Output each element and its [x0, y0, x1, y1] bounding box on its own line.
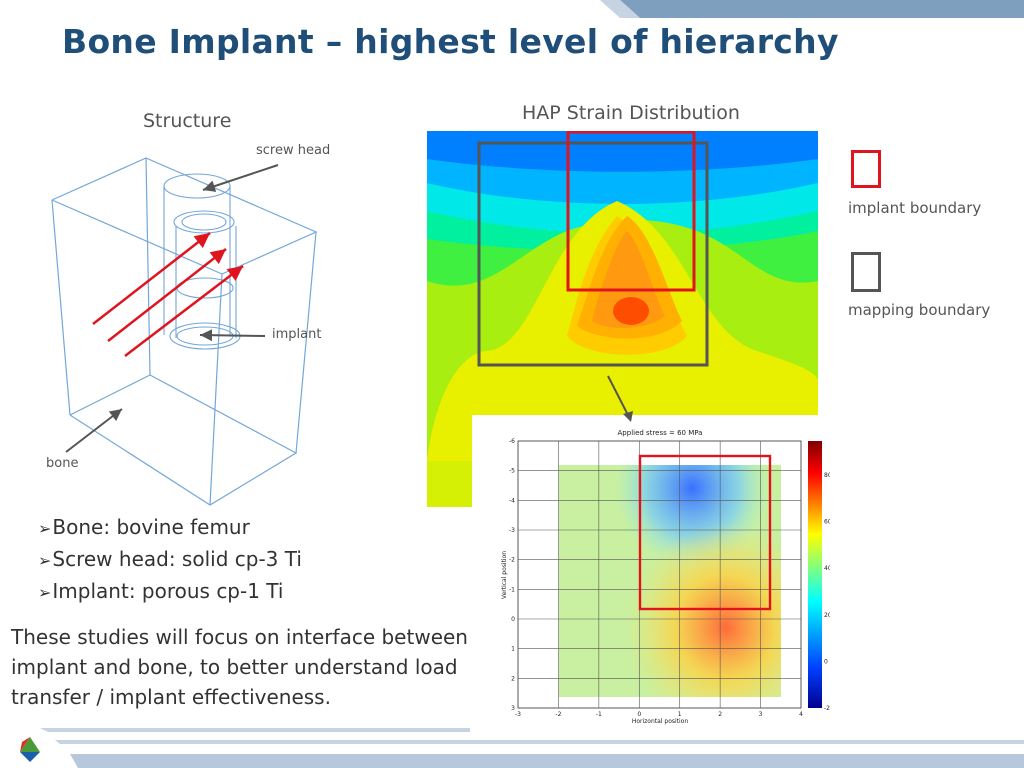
colorbar-tick-label: 6000 — [824, 519, 830, 526]
bone-block — [51, 157, 318, 506]
hap-heading: HAP Strain Distribution — [522, 102, 740, 124]
colorbar-tick-label: 4000 — [824, 565, 830, 572]
implant-boundary-legend-label: implant boundary — [848, 199, 982, 217]
red-load-arrows — [92, 232, 244, 357]
bullet-item: ➢Implant: porous cp-1 Ti — [38, 576, 302, 608]
implant-boundary-legend-swatch — [851, 150, 881, 188]
pointer-arrows — [65, 164, 279, 453]
summary-paragraph: These studies will focus on interface be… — [11, 625, 468, 709]
arrow-bullet-icon: ➢ — [38, 519, 52, 538]
stress-map-grid — [517, 440, 802, 709]
x-tick-label: 0 — [637, 711, 641, 718]
structure-diagram — [51, 157, 318, 506]
bullet-text: Screw head: solid cp-3 Ti — [52, 547, 302, 571]
colorbar-tick-label: -2000 — [824, 705, 830, 712]
bullet-text: Bone: bovine femur — [52, 515, 250, 539]
x-tick-label: -1 — [596, 711, 602, 718]
x-tick-label: 4 — [799, 711, 803, 718]
y-tick-label: -2 — [509, 557, 515, 564]
y-tick-label: 3 — [511, 705, 515, 712]
stress-colorbar — [808, 441, 822, 708]
implant-label: implant — [272, 327, 322, 342]
arrow-bullet-icon: ➢ — [38, 583, 52, 602]
arrow-bullet-icon: ➢ — [38, 551, 52, 570]
y-tick-label: -1 — [509, 586, 515, 593]
x-tick-label: -2 — [555, 711, 561, 718]
implant-boundary-box — [566, 131, 696, 292]
bullet-item: ➢Screw head: solid cp-3 Ti — [38, 544, 302, 576]
y-tick-label: -5 — [509, 468, 515, 475]
bullet-item: ➢Bone: bovine femur — [38, 512, 302, 544]
bullet-list: ➢Bone: bovine femur ➢Screw head: solid c… — [38, 512, 302, 608]
y-tick-label: -3 — [509, 527, 515, 534]
stress-implant-boundary-box — [638, 454, 772, 611]
mapping-boundary-legend-label: mapping boundary — [848, 301, 991, 319]
hap-strain-contour-image — [427, 131, 818, 507]
mapping-boundary-legend-swatch — [851, 252, 881, 292]
bone-label: bone — [46, 456, 79, 471]
colorbar-tick-label: 0 — [824, 658, 828, 665]
y-tick-label: 0 — [511, 616, 515, 623]
stress-map-xlabel: Horizontal position — [632, 718, 689, 725]
tri-color-logo-icon — [20, 737, 40, 762]
colorbar-tick-label: 8000 — [824, 472, 830, 479]
y-tick-label: -4 — [509, 497, 515, 504]
bottom-decor-bar — [20, 728, 1024, 768]
x-tick-label: 2 — [718, 711, 722, 718]
slide-title: Bone Implant – highest level of hierarch… — [62, 22, 839, 61]
x-tick-label: -3 — [515, 711, 521, 718]
stress-map-title: Applied stress = 60 MPa — [618, 429, 703, 437]
y-tick-label: 1 — [511, 646, 515, 653]
stress-map-plot: Applied stress = 60 MPa -3 -2 -1 0 1 2 3 4 -6 -5… — [501, 429, 830, 725]
x-tick-label: 3 — [759, 711, 763, 718]
implant-cylinders — [163, 173, 241, 350]
structure-heading: Structure — [143, 110, 232, 132]
connector-arrow-icon — [607, 375, 633, 422]
y-tick-label: 2 — [511, 675, 515, 682]
y-tick-label: -6 — [509, 438, 515, 445]
x-tick-label: 1 — [678, 711, 682, 718]
screw-head-label: screw head — [256, 143, 331, 158]
stress-map-ylabel: Vertical position — [501, 551, 508, 599]
bullet-text: Implant: porous cp-1 Ti — [52, 579, 284, 603]
colorbar-tick-label: 2000 — [824, 612, 830, 619]
top-decor-bar — [600, 0, 1024, 18]
mapping-boundary-box — [477, 141, 709, 367]
